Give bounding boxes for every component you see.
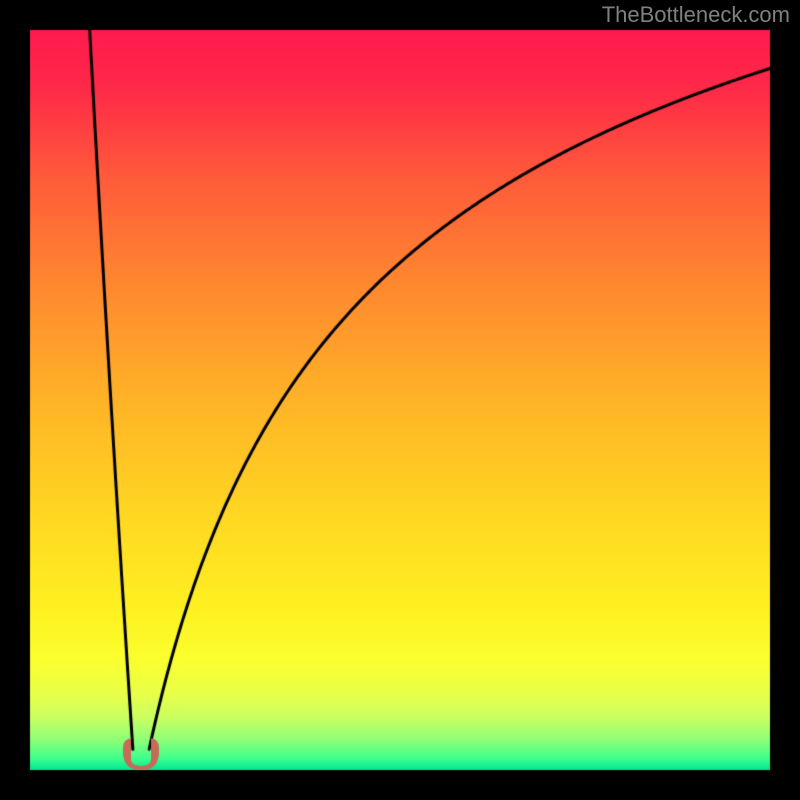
watermark-text: TheBottleneck.com [602, 2, 790, 28]
chart-container: TheBottleneck.com [0, 0, 800, 800]
curve-canvas [0, 0, 800, 800]
